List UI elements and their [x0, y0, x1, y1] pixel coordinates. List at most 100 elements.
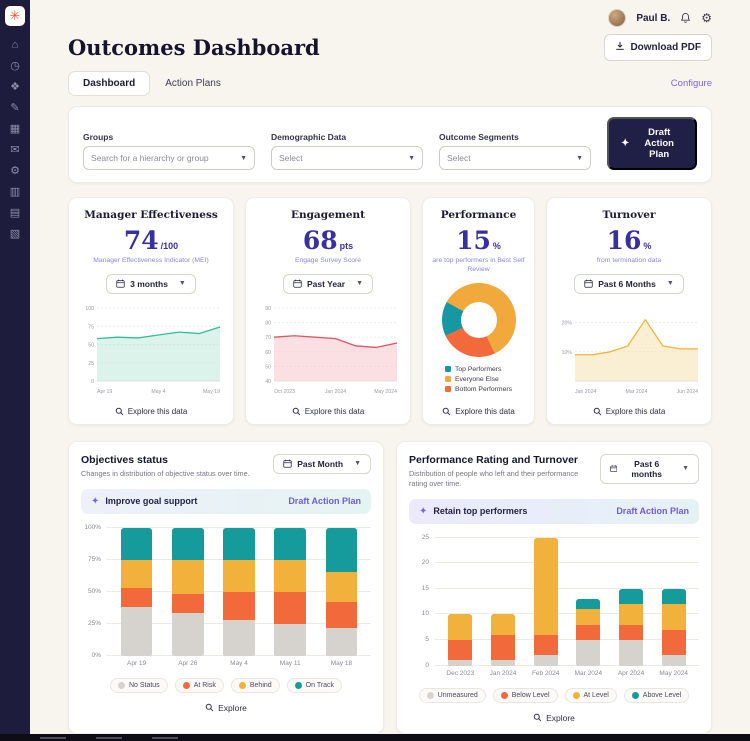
nav-icon-integrations[interactable]: ⚙ — [10, 165, 20, 177]
tab-action-plans[interactable]: Action Plans — [165, 78, 221, 89]
calendar-icon — [584, 279, 593, 288]
chart-legend: Unmeasured Below Level At Level Above Level — [409, 687, 699, 703]
card-title: Performance — [440, 209, 517, 221]
nav-icon-apps[interactable]: ▦ — [9, 123, 21, 135]
svg-text:May 2024: May 2024 — [374, 389, 397, 394]
search-icon — [533, 713, 542, 722]
nav-icon-history[interactable]: ◷ — [10, 60, 20, 72]
card-manager-effectiveness: Manager Effectiveness 74/100 Manager Eff… — [68, 197, 234, 425]
svg-text:25: 25 — [88, 361, 94, 367]
nav-icon-messages[interactable]: ✉ — [10, 144, 20, 156]
explore-link[interactable]: Explore this data — [115, 399, 187, 416]
search-icon — [292, 407, 300, 416]
explore-link[interactable]: Explore this data — [292, 399, 364, 416]
legend-item: At Level — [564, 687, 617, 703]
nav-icon-analytics[interactable]: ▥ — [9, 186, 21, 198]
period-select[interactable]: 3 months ▼ — [106, 273, 196, 294]
explore-link[interactable]: Explore — [409, 713, 699, 723]
app-logo-icon[interactable]: ✳ — [5, 6, 25, 26]
svg-text:20%: 20% — [562, 320, 573, 326]
search-icon — [442, 407, 451, 416]
nav-icon-insights[interactable]: ▧ — [9, 228, 21, 240]
bottom-cards: Objectives status Changes in distributio… — [68, 440, 712, 734]
card-performance-rating-turnover: Performance Rating and Turnover Distribu… — [396, 440, 712, 734]
svg-text:75: 75 — [88, 324, 94, 330]
svg-text:60: 60 — [265, 350, 271, 356]
segments-select[interactable]: Select ▼ — [439, 146, 591, 170]
svg-text:50: 50 — [265, 364, 271, 370]
configure-link[interactable]: Configure — [670, 78, 712, 89]
svg-text:Oct 2023: Oct 2023 — [274, 389, 295, 394]
explore-link[interactable]: Explore this data — [442, 399, 515, 416]
metric-subtitle: Engage Survey Score — [294, 257, 362, 264]
banner-label: Retain top performers — [433, 506, 528, 517]
search-icon — [115, 407, 123, 416]
metric-value: 15 — [456, 226, 491, 255]
card-title: Engagement — [290, 209, 366, 221]
period-select[interactable]: Past Year ▼ — [282, 273, 374, 294]
download-pdf-button[interactable]: Download PDF — [604, 34, 712, 61]
svg-text:70: 70 — [265, 335, 271, 341]
demographic-filter: Demographic Data Select ▼ — [271, 132, 423, 170]
nav-icon-reports[interactable]: ▤ — [9, 207, 21, 219]
draft-action-plan-link[interactable]: Draft Action Plan — [616, 506, 689, 517]
gear-icon[interactable]: ⚙ — [701, 11, 712, 25]
suggestion-banner: ✦ Retain top performers Draft Action Pla… — [409, 498, 699, 524]
avatar[interactable] — [608, 9, 627, 27]
draft-action-plan-button[interactable]: ✦ Draft Action Plan — [607, 117, 697, 170]
legend-item: No Status — [109, 677, 168, 693]
donut-legend: Top Performers Everyone Else Bottom Perfor… — [445, 366, 512, 393]
draft-action-plan-link[interactable]: Draft Action Plan — [288, 496, 361, 507]
performance-rating-turnover-chart: 0 5 10 15 20 25 Dec 2023 Jan 2024 Feb 2024 Mar 20… — [409, 534, 699, 677]
metric-suffix: pts — [339, 241, 354, 251]
legend-item: Above Level — [623, 687, 690, 703]
card-engagement: Engagement 68 pts Engage Survey Score Pas… — [245, 197, 411, 425]
period-select[interactable]: Past Month ▼ — [273, 453, 371, 474]
period-select[interactable]: Past 6 months ▼ — [599, 453, 699, 484]
chevron-down-icon: ▼ — [666, 280, 674, 288]
chevron-down-icon: ▼ — [576, 154, 583, 162]
sidebar: ✳ ⌂ ◷ ❖ ✎ ▦ ✉ ⚙ ▥ ▤ ▧ — [0, 0, 30, 741]
sparkle-icon: ✦ — [91, 495, 100, 507]
svg-text:Jun 2024: Jun 2024 — [677, 389, 698, 394]
svg-text:Apr 19: Apr 19 — [97, 389, 112, 394]
topbar: Paul B. ⚙ — [68, 0, 712, 28]
performance-donut-chart — [441, 282, 516, 357]
chevron-down-icon: ▼ — [356, 280, 364, 288]
nav-icon-notes[interactable]: ✎ — [10, 102, 20, 114]
legend-item: Behind — [230, 677, 280, 693]
svg-text:10%: 10% — [562, 350, 573, 356]
chevron-down-icon: ▼ — [682, 465, 689, 473]
metric-value: 68 — [302, 226, 338, 255]
search-icon — [593, 407, 601, 416]
filter-bar: Groups Search for a hierarchy or group ▼… — [68, 106, 712, 183]
tab-dashboard[interactable]: Dashboard — [68, 71, 151, 96]
metric-suffix: % — [492, 241, 501, 251]
metric-value: 16 — [606, 226, 642, 255]
nav-icon-home[interactable]: ⌂ — [11, 38, 19, 51]
legend-item: At Risk — [174, 677, 224, 693]
card-objectives-status: Objectives status Changes in distributio… — [68, 440, 384, 734]
groups-search-input[interactable]: Search for a hierarchy or group ▼ — [83, 146, 255, 170]
explore-link[interactable]: Explore — [81, 703, 371, 713]
nav-icon-people[interactable]: ❖ — [10, 81, 20, 93]
demographic-select[interactable]: Select ▼ — [271, 146, 423, 170]
svg-text:May 4: May 4 — [151, 389, 165, 394]
card-subtitle: Changes in distribution of objective sta… — [81, 468, 250, 478]
card-title: Turnover — [602, 209, 656, 221]
turnover-chart: 10% 20% Jan 2024 Mar 2024 Jun 2024 — [555, 302, 703, 399]
bell-icon[interactable] — [680, 12, 691, 24]
page-title: Outcomes Dashboard — [68, 35, 320, 60]
svg-text:Jan 2024: Jan 2024 — [575, 389, 596, 394]
metric-subtitle: are top performers in Best Self Review — [432, 257, 525, 273]
user-name[interactable]: Paul B. — [636, 12, 671, 24]
metric-subtitle: from termination data — [596, 257, 662, 264]
legend-item: Unmeasured — [418, 687, 486, 703]
chevron-down-icon: ▼ — [178, 280, 186, 288]
explore-link[interactable]: Explore this data — [593, 399, 665, 416]
page-header: Outcomes Dashboard Download PDF — [68, 34, 712, 61]
groups-filter: Groups Search for a hierarchy or group ▼ — [83, 132, 255, 170]
calendar-icon — [610, 465, 617, 473]
period-select[interactable]: Past 6 Months ▼ — [574, 273, 684, 294]
banner-label: Improve goal support — [105, 496, 198, 507]
